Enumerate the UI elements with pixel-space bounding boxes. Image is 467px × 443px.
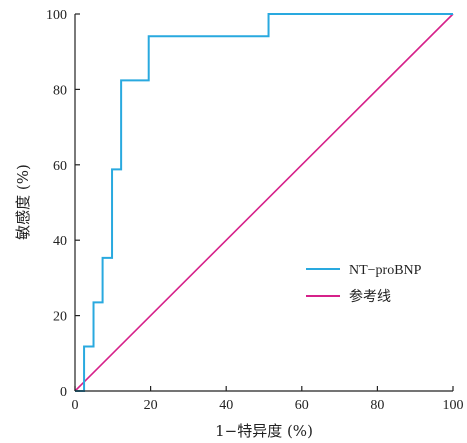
x-tick-label: 20	[144, 398, 158, 413]
legend-label-reference: 参考线	[349, 288, 391, 305]
y-tick-label: 0	[60, 385, 67, 400]
y-tick-label: 100	[46, 8, 67, 23]
x-tick-label: 60	[295, 398, 309, 413]
y-ticks: 0 20 40 60 80 100	[46, 8, 80, 400]
x-tick-label: 0	[72, 398, 79, 413]
y-axis-title: 敏感度 (%)	[14, 164, 32, 240]
x-axis-title: 1−特异度 (%)	[215, 422, 313, 440]
y-tick-label: 20	[53, 310, 67, 325]
y-tick-label: 40	[53, 234, 67, 249]
x-tick-label: 80	[370, 398, 384, 413]
legend-label-nt-probnp: NT−proBNP	[349, 263, 422, 278]
x-ticks: 0 20 40 60 80 100	[72, 386, 464, 413]
x-tick-label: 100	[443, 398, 464, 413]
y-tick-label: 60	[53, 159, 67, 174]
legend: NT−proBNP 参考线	[306, 263, 422, 305]
series-line-reference	[74, 13, 454, 392]
series-line-nt-probnp	[75, 13, 453, 392]
x-tick-label: 40	[219, 398, 233, 413]
plot-marks	[74, 13, 454, 392]
y-tick-label: 80	[53, 83, 67, 98]
